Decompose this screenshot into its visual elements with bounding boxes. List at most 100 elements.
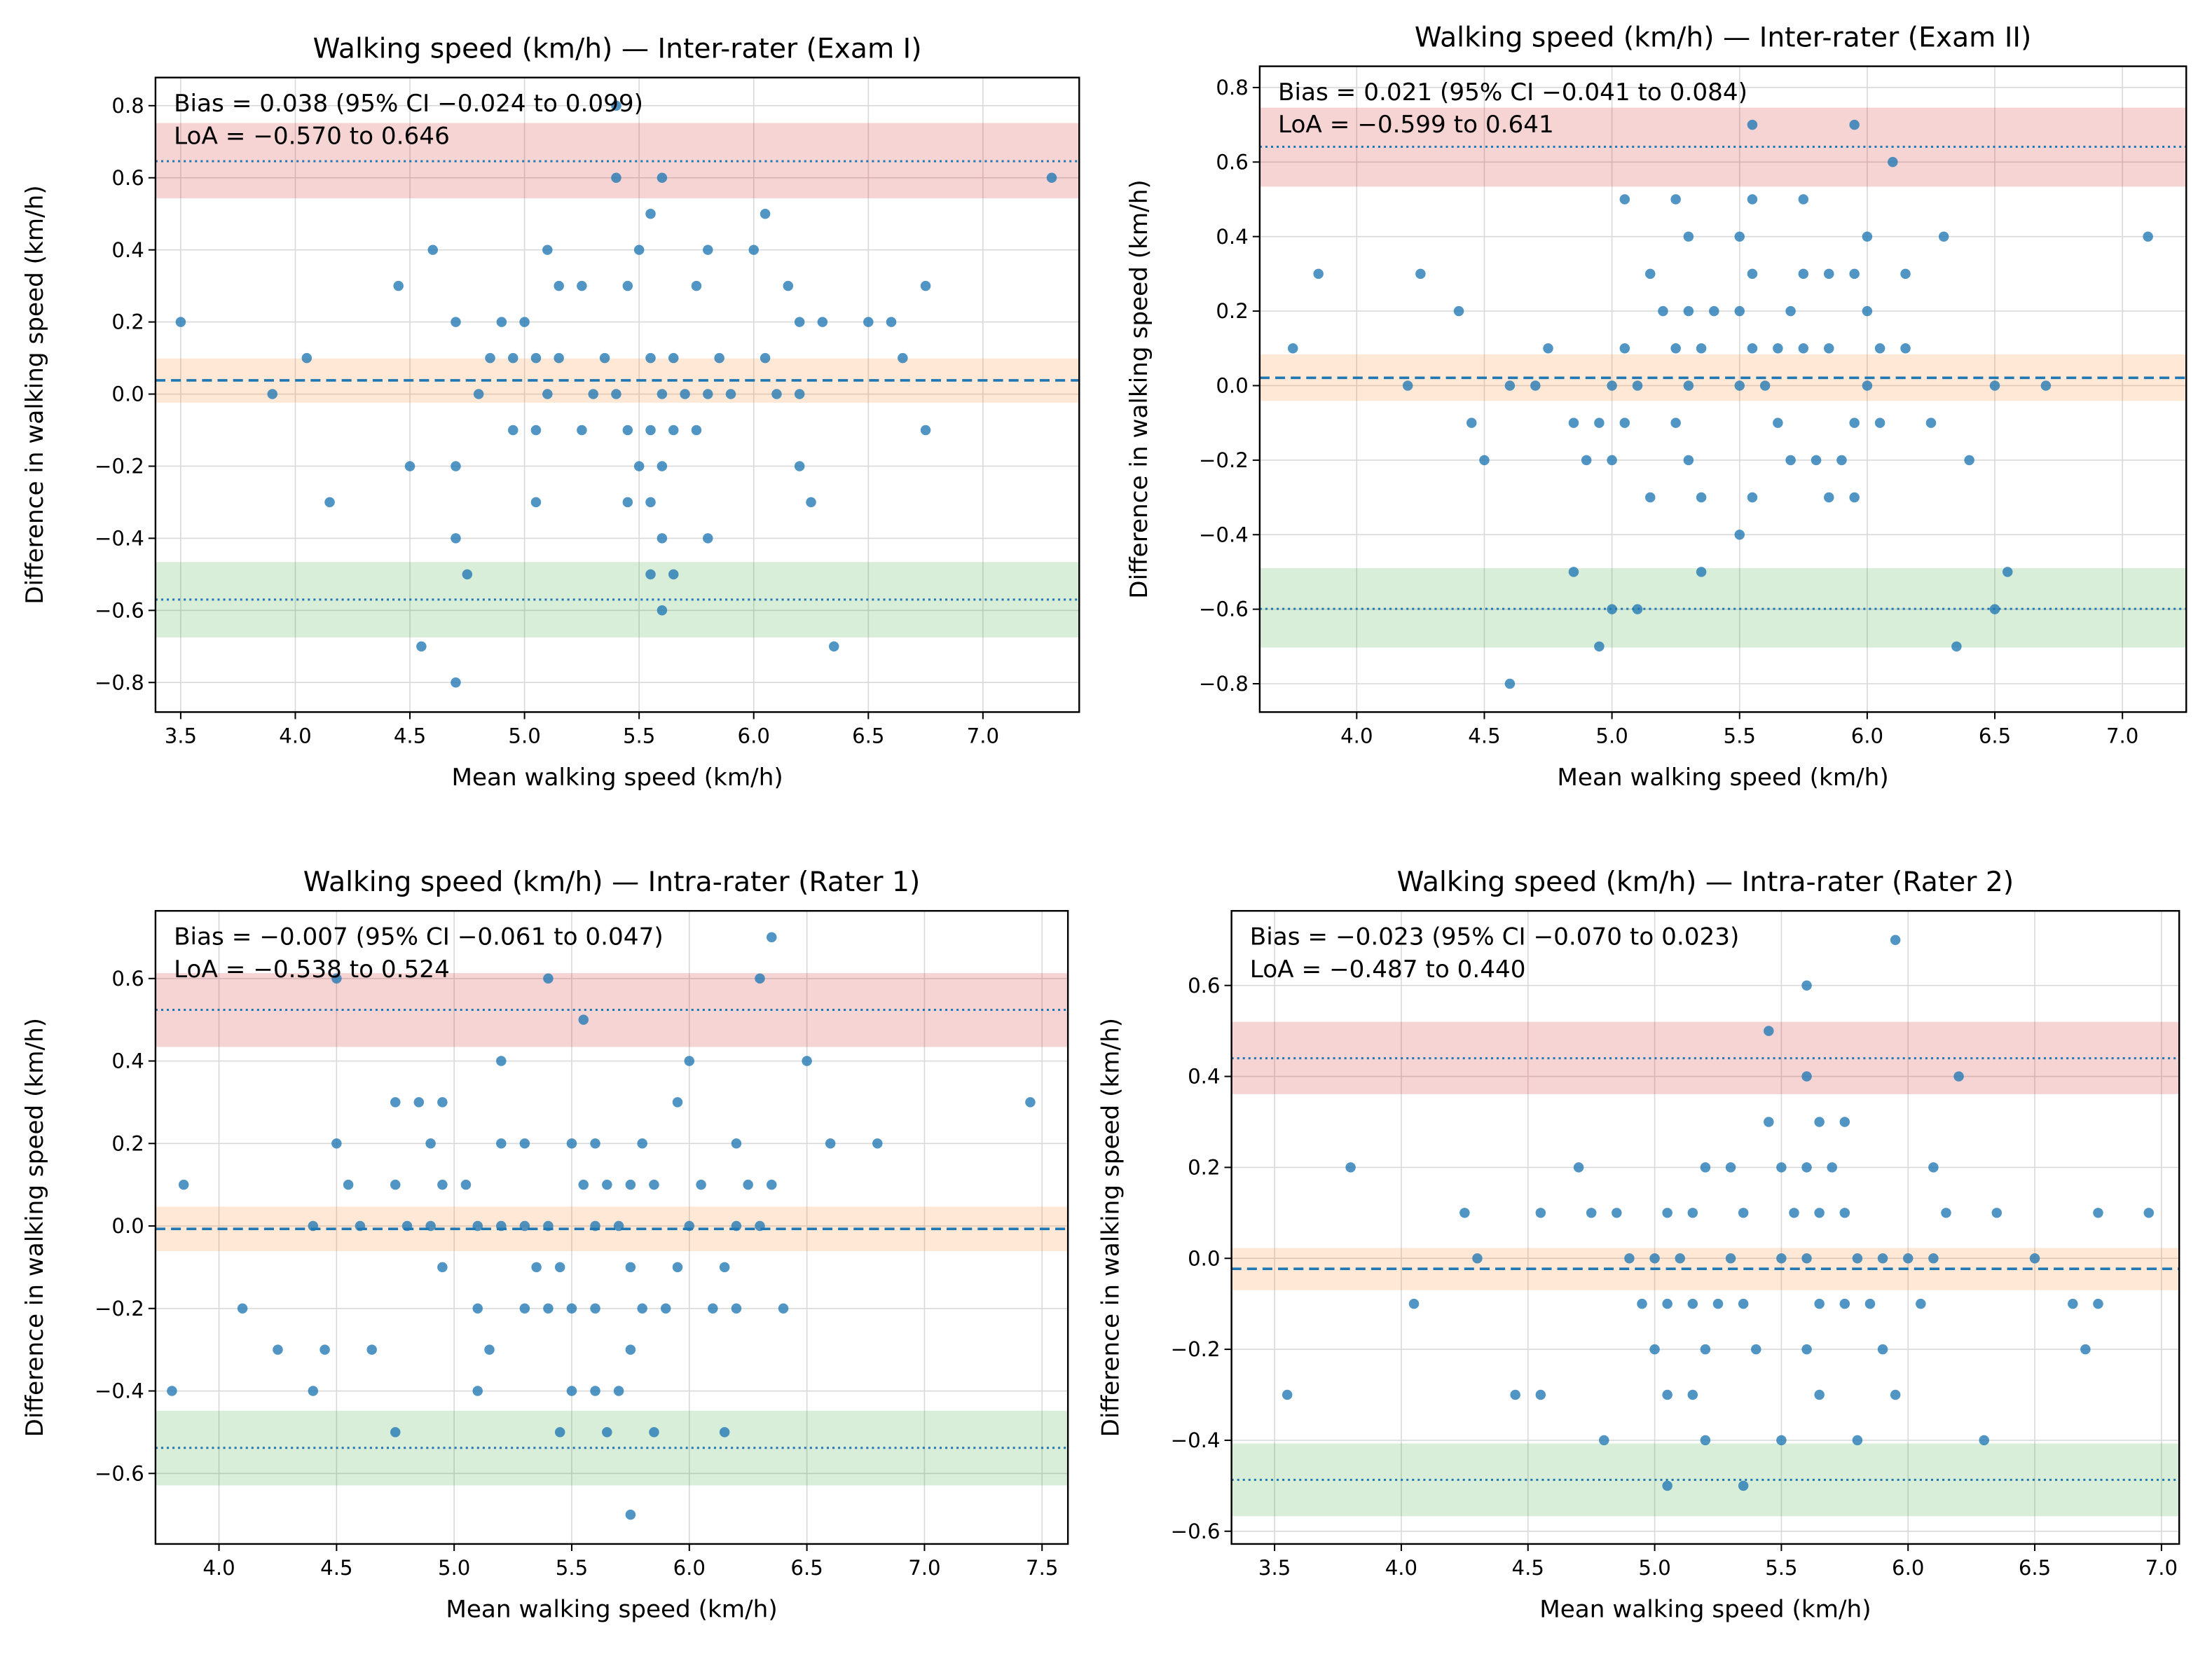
data-point (416, 641, 427, 652)
data-point (1313, 268, 1324, 280)
data-point (637, 1303, 647, 1314)
y-tick-label: 0.6 (111, 166, 144, 190)
data-point (703, 389, 713, 399)
data-point (1839, 1117, 1850, 1127)
data-point (767, 932, 777, 943)
data-point (602, 1179, 612, 1190)
y-tick-label: 0.8 (1216, 76, 1248, 99)
data-point (1594, 641, 1605, 652)
data-point (1953, 1071, 1964, 1082)
x-tick-label: 5.0 (1595, 724, 1628, 748)
data-point (898, 352, 908, 364)
data-point (1607, 455, 1617, 466)
data-point (237, 1303, 248, 1314)
y-tick-label: −0.6 (1199, 598, 1249, 621)
data-point (507, 425, 518, 436)
data-point (1709, 305, 1719, 317)
data-point (657, 461, 668, 471)
data-point (451, 317, 461, 327)
data-point (1543, 343, 1553, 354)
data-point (1877, 1253, 1888, 1264)
data-point (1849, 119, 1860, 130)
data-point (1504, 678, 1516, 689)
x-tick-label: 6.5 (2019, 1556, 2051, 1580)
data-point (1675, 1253, 1685, 1264)
data-point (1700, 1344, 1711, 1355)
y-tick-label: 0.2 (1216, 299, 1248, 323)
data-point (1928, 1253, 1939, 1264)
data-point (472, 1386, 483, 1396)
axes-frame (154, 76, 1080, 713)
lower-loa-ci-band (155, 1410, 1069, 1486)
x-tick-label: 5.0 (1638, 1556, 1670, 1580)
data-point (2029, 1253, 2040, 1264)
data-point (472, 1303, 483, 1314)
x-tick-label: 6.0 (738, 724, 770, 748)
data-point (2040, 380, 2052, 391)
data-point (1776, 1435, 1787, 1446)
data-point (649, 1427, 659, 1438)
bias-annotation: Bias = −0.007 (95% CI −0.061 to 0.047) (174, 923, 664, 951)
data-point (1925, 418, 1937, 428)
x-tick-label: 3.5 (165, 724, 197, 748)
data-point (1888, 157, 1898, 167)
data-point (1776, 1253, 1787, 1264)
y-tick-label: 0.8 (111, 94, 144, 118)
data-point (1510, 1389, 1520, 1400)
data-point (1738, 1480, 1749, 1491)
data-point (519, 1220, 530, 1232)
data-point (1916, 1298, 1926, 1309)
data-point (1852, 1253, 1863, 1264)
data-point (767, 1179, 777, 1190)
data-point (451, 677, 461, 688)
axes-frame (154, 910, 1069, 1545)
data-point (1287, 343, 1298, 354)
data-point (1789, 1208, 1799, 1218)
y-tick-label: 0.4 (1216, 225, 1248, 249)
data-point (1402, 380, 1413, 391)
data-point (1979, 1435, 1989, 1446)
data-point (1827, 1162, 1837, 1173)
data-point (696, 1179, 706, 1190)
data-point (404, 461, 415, 471)
x-axis-label: Mean walking speed (km/h) (446, 1596, 777, 1624)
data-point (1632, 380, 1643, 391)
data-point (794, 461, 805, 471)
data-point (760, 208, 771, 219)
data-point (771, 389, 782, 399)
x-tick-label: 5.0 (438, 1556, 470, 1580)
data-point (1712, 1298, 1724, 1309)
data-point (1459, 1208, 1470, 1218)
x-axis-label: Mean walking speed (km/h) (1539, 1596, 1871, 1624)
data-point (1725, 1162, 1736, 1173)
data-point (863, 317, 874, 327)
data-point (703, 244, 713, 255)
data-point (1941, 1208, 1951, 1218)
data-point (1798, 268, 1809, 280)
data-point (657, 172, 668, 184)
plot-area (1231, 911, 2180, 1544)
data-point (484, 1344, 495, 1355)
data-point (2143, 231, 2153, 242)
plot-area (1259, 66, 2187, 712)
data-point (554, 280, 564, 291)
y-tick-label: 0.4 (111, 1049, 144, 1073)
data-point (308, 1386, 319, 1396)
x-axis-label: Mean walking speed (km/h) (451, 764, 783, 792)
data-point (578, 1014, 589, 1025)
x-tick-label: 6.5 (1979, 724, 2011, 748)
data-point (1849, 418, 1860, 428)
data-point (1814, 1298, 1825, 1309)
data-point (611, 172, 621, 184)
data-point (2093, 1298, 2103, 1309)
y-tick-label: 0.0 (111, 382, 144, 406)
data-point (668, 425, 679, 436)
x-tick-label: 7.0 (967, 724, 999, 748)
data-point (1852, 1435, 1863, 1446)
data-point (1747, 119, 1758, 130)
data-point (708, 1303, 718, 1314)
y-tick-label: −0.6 (95, 1461, 144, 1485)
data-point (496, 1056, 507, 1066)
data-point (496, 1138, 507, 1149)
data-point (1612, 1208, 1622, 1218)
